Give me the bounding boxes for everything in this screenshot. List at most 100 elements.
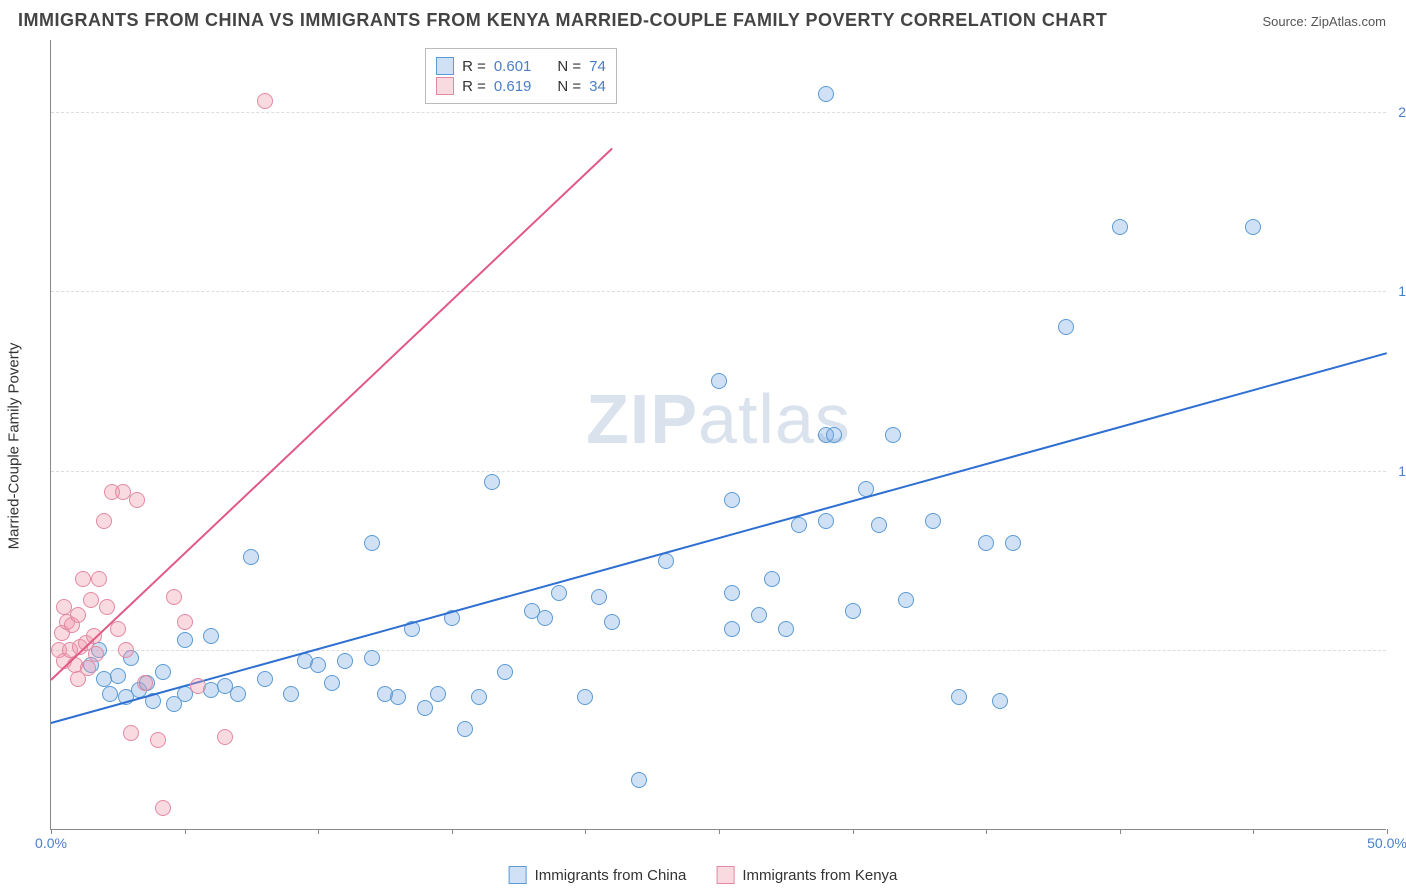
data-point	[310, 657, 326, 673]
data-point	[56, 599, 72, 615]
data-point	[123, 725, 139, 741]
data-point	[118, 642, 134, 658]
data-point	[96, 513, 112, 529]
data-point	[283, 686, 299, 702]
trend-line	[50, 148, 613, 681]
data-point	[604, 614, 620, 630]
data-point	[711, 373, 727, 389]
data-point	[1112, 219, 1128, 235]
legend-label-china: Immigrants from China	[535, 867, 687, 884]
data-point	[257, 93, 273, 109]
data-point	[925, 513, 941, 529]
data-point	[137, 675, 153, 691]
data-point	[430, 686, 446, 702]
data-point	[471, 689, 487, 705]
x-tick	[585, 829, 586, 834]
data-point	[724, 585, 740, 601]
gridline	[51, 650, 1386, 651]
data-point	[871, 517, 887, 533]
legend-swatch	[436, 57, 454, 75]
data-point	[364, 650, 380, 666]
data-point	[91, 571, 107, 587]
data-point	[764, 571, 780, 587]
source-label: Source: ZipAtlas.com	[1262, 14, 1386, 29]
x-tick	[452, 829, 453, 834]
data-point	[577, 689, 593, 705]
data-point	[457, 721, 473, 737]
data-point	[88, 646, 104, 662]
data-point	[951, 689, 967, 705]
data-point	[885, 427, 901, 443]
data-point	[190, 678, 206, 694]
data-point	[110, 668, 126, 684]
data-point	[591, 589, 607, 605]
x-tick	[318, 829, 319, 834]
data-point	[1245, 219, 1261, 235]
n-label: N =	[557, 78, 581, 95]
x-tick	[51, 829, 52, 834]
data-point	[724, 621, 740, 637]
data-point	[551, 585, 567, 601]
legend-swatch-china	[509, 866, 527, 884]
data-point	[257, 671, 273, 687]
r-label: R =	[462, 58, 486, 75]
n-label: N =	[557, 58, 581, 75]
data-point	[203, 628, 219, 644]
gridline	[51, 112, 1386, 113]
data-point	[70, 671, 86, 687]
gridline	[51, 291, 1386, 292]
data-point	[845, 603, 861, 619]
data-point	[818, 513, 834, 529]
x-tick	[1120, 829, 1121, 834]
data-point	[217, 729, 233, 745]
data-point	[177, 632, 193, 648]
chart-plot-area: ZIPatlas 5.0%10.0%15.0%20.0%0.0%50.0%R =…	[50, 40, 1386, 830]
watermark: ZIPatlas	[586, 379, 851, 459]
data-point	[778, 621, 794, 637]
bottom-legend: Immigrants from China Immigrants from Ke…	[509, 866, 898, 884]
stats-legend-row: R =0.619N =34	[436, 77, 606, 95]
data-point	[497, 664, 513, 680]
legend-swatch-kenya	[716, 866, 734, 884]
data-point	[417, 700, 433, 716]
legend-label-kenya: Immigrants from Kenya	[742, 867, 897, 884]
stats-legend-row: R =0.601N =74	[436, 57, 606, 75]
legend-swatch	[436, 77, 454, 95]
legend-item-kenya: Immigrants from Kenya	[716, 866, 897, 884]
x-tick	[185, 829, 186, 834]
x-tick	[719, 829, 720, 834]
data-point	[75, 571, 91, 587]
x-tick	[1387, 829, 1388, 834]
data-point	[484, 474, 500, 490]
y-tick-label: 20.0%	[1398, 104, 1406, 120]
data-point	[724, 492, 740, 508]
data-point	[177, 614, 193, 630]
gridline	[51, 471, 1386, 472]
x-tick-label: 50.0%	[1367, 835, 1406, 851]
data-point	[1005, 535, 1021, 551]
data-point	[992, 693, 1008, 709]
x-tick	[853, 829, 854, 834]
data-point	[390, 689, 406, 705]
data-point	[230, 686, 246, 702]
data-point	[166, 589, 182, 605]
data-point	[898, 592, 914, 608]
data-point	[243, 549, 259, 565]
y-tick-label: 10.0%	[1398, 463, 1406, 479]
data-point	[826, 427, 842, 443]
data-point	[978, 535, 994, 551]
n-value: 34	[589, 78, 606, 95]
x-tick	[986, 829, 987, 834]
data-point	[99, 599, 115, 615]
data-point	[129, 492, 145, 508]
data-point	[155, 800, 171, 816]
r-value: 0.619	[494, 78, 532, 95]
y-tick-label: 15.0%	[1398, 283, 1406, 299]
data-point	[818, 86, 834, 102]
data-point	[150, 732, 166, 748]
data-point	[537, 610, 553, 626]
data-point	[751, 607, 767, 623]
legend-item-china: Immigrants from China	[509, 866, 687, 884]
data-point	[1058, 319, 1074, 335]
stats-legend: R =0.601N =74R = 0.619 N = 34	[425, 48, 617, 104]
